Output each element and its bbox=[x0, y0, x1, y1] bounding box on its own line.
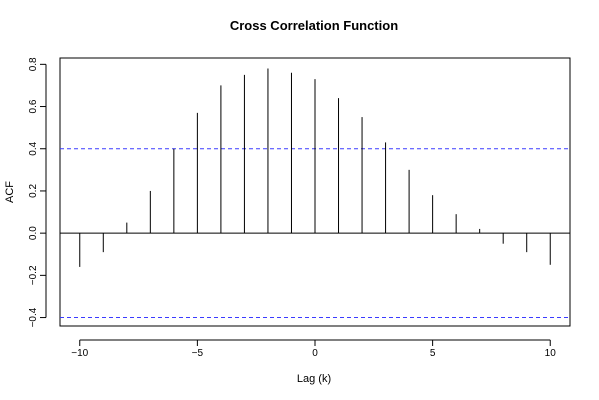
chart-title: Cross Correlation Function bbox=[230, 18, 398, 33]
y-tick-label: 0.2 bbox=[28, 184, 39, 198]
x-tick-label: −5 bbox=[192, 348, 204, 359]
y-tick-label: 0.0 bbox=[28, 226, 39, 240]
x-axis: −10 −5 0 5 10 bbox=[71, 339, 557, 359]
y-tick-label: −0.4 bbox=[28, 307, 39, 327]
y-tick-label: 0.8 bbox=[28, 57, 39, 71]
y-tick-label: 0.4 bbox=[28, 141, 39, 155]
correlation-bars bbox=[79, 68, 551, 267]
x-axis-label: Lag (k) bbox=[297, 373, 331, 385]
y-tick-label: 0.6 bbox=[28, 99, 39, 113]
plot-frame bbox=[59, 57, 571, 327]
y-axis-label: ACF bbox=[4, 181, 16, 203]
x-tick-label: −10 bbox=[71, 348, 88, 359]
y-axis: −0.4 −0.2 0.0 0.2 0.4 0.6 0.8 bbox=[28, 57, 47, 327]
x-tick-label: 10 bbox=[545, 348, 557, 359]
x-tick-label: 5 bbox=[430, 348, 436, 359]
x-tick-label: 0 bbox=[312, 348, 318, 359]
y-tick-label: −0.2 bbox=[28, 265, 39, 285]
